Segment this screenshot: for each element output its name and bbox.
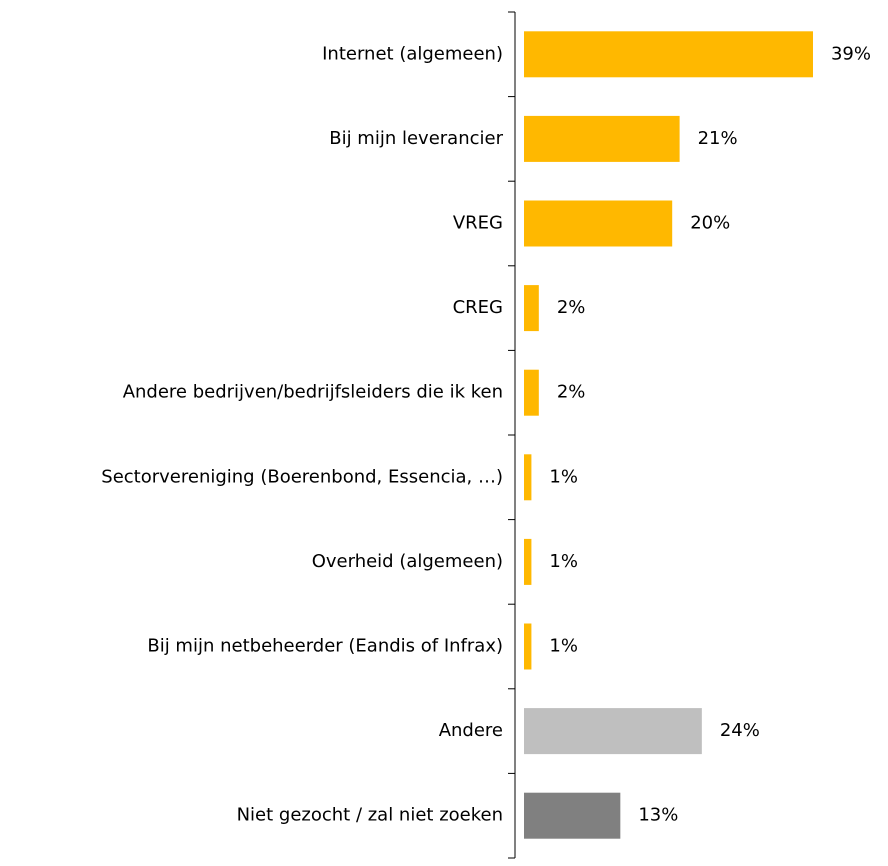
category-label: Overheid (algemeen) — [312, 551, 503, 572]
value-label: 2% — [557, 297, 586, 318]
value-label: 1% — [549, 551, 578, 572]
category-label: Sectorvereniging (Boerenbond, Essencia, … — [101, 466, 503, 487]
value-label: 2% — [557, 382, 586, 403]
bar — [524, 454, 532, 501]
bar — [524, 708, 702, 755]
bar — [524, 623, 532, 670]
category-label: Andere — [439, 720, 503, 741]
category-label: VREG — [453, 213, 503, 234]
bar — [524, 792, 621, 839]
bar — [524, 31, 813, 78]
bar — [524, 200, 673, 247]
value-label: 1% — [549, 636, 578, 657]
value-label: 1% — [549, 466, 578, 487]
category-label: Andere bedrijven/bedrijfsleiders die ik … — [123, 382, 503, 403]
category-label: Bij mijn netbeheerder (Eandis of Infrax) — [147, 636, 503, 657]
value-label: 24% — [720, 720, 760, 741]
value-label: 20% — [690, 213, 730, 234]
category-label: Internet (algemeen) — [322, 43, 503, 64]
category-label: CREG — [453, 297, 503, 318]
value-label: 13% — [638, 805, 678, 826]
category-label: Bij mijn leverancier — [329, 128, 503, 149]
bar — [524, 369, 539, 416]
bar — [524, 538, 532, 585]
bar — [524, 285, 539, 332]
bar — [524, 115, 680, 162]
value-label: 21% — [698, 128, 738, 149]
value-label: 39% — [831, 43, 871, 64]
category-label: Niet gezocht / zal niet zoeken — [237, 805, 503, 826]
